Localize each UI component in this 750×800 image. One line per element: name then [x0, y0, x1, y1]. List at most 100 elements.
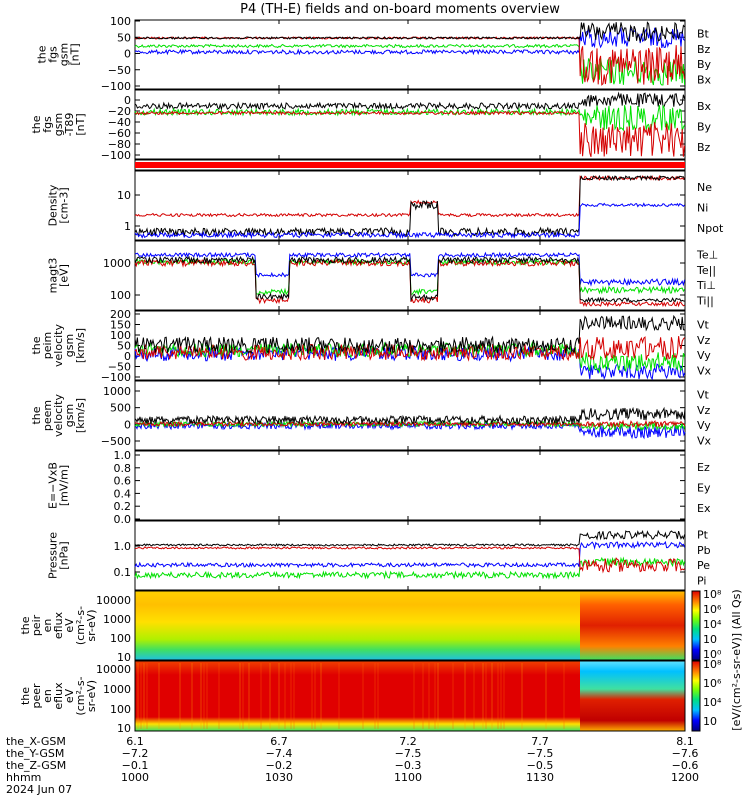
panel-efield: E=−VxB[mV/m]1.00.80.60.40.20.0EzEyEx	[47, 449, 711, 526]
legend-entry: Ex	[697, 502, 711, 515]
colorbar-title: [eV/(cm²-s-sr-eV)] (All Qs)	[730, 589, 743, 730]
ytick-label: −100	[101, 371, 131, 384]
series-ni	[135, 176, 685, 236]
legend-entry: Ni	[697, 202, 708, 215]
series-by	[135, 45, 685, 86]
footer-row-label: 2024 Jun 07	[6, 783, 72, 796]
series-ne	[135, 176, 685, 216]
ytick-label: 50	[117, 31, 131, 44]
mode-bar	[135, 162, 685, 168]
colorbar-tick: 10⁶	[703, 677, 722, 690]
footer-value: 1200	[671, 771, 699, 784]
panel-frame	[135, 451, 685, 520]
ytick-label: 0.4	[114, 487, 132, 500]
ion-spectrogram-pre	[135, 591, 580, 660]
footer-value: 1000	[121, 771, 149, 784]
legend-entry: Ne	[697, 181, 712, 194]
panels-group: thefgsgsm[nT]100500−50−100BtBzByBxthefgs…	[19, 15, 724, 735]
colorbar-tick: 10⁲	[703, 715, 717, 728]
ytick-label: 0.2	[114, 500, 132, 513]
legend-entry: Bz	[697, 43, 711, 56]
ytick-label: 10	[117, 722, 131, 735]
ytick-label: 1.0	[114, 449, 132, 462]
legend-entry: Ti||	[696, 294, 714, 307]
legend-entry: Vt	[697, 389, 710, 402]
ytick-label: −50	[108, 64, 131, 77]
series-bx-dc	[135, 93, 685, 109]
colorbar-tick: 10⁸	[703, 588, 722, 601]
ytick-label: 100	[110, 15, 131, 28]
legend-entry: Te⊥	[696, 249, 718, 262]
ytick-label: −100	[101, 149, 131, 162]
plot-title: P4 (TH-E) fields and on-board moments ov…	[240, 2, 560, 17]
ytick-label: 0.1	[114, 566, 132, 579]
legend-entry: Te||	[696, 264, 716, 277]
ytick-label: 0.8	[114, 462, 132, 475]
legend-entry: Bt	[697, 28, 710, 41]
series-by-dc	[135, 105, 685, 131]
series-bt	[135, 22, 685, 41]
legend-entry: Npot	[697, 222, 724, 235]
legend-entry: Pb	[697, 544, 711, 557]
panel-frame	[135, 20, 685, 89]
ylabel-line: [nT]	[69, 43, 82, 65]
legend-entry: Bx	[697, 73, 712, 86]
legend-entry: Ti⊥	[696, 279, 716, 292]
legend-entry: Vy	[697, 419, 711, 432]
ylabel-line: [mV/m]	[58, 465, 71, 506]
ytick-label: 100	[110, 289, 131, 302]
ylabel-line: [nPa]	[58, 541, 71, 569]
legend-entry: Vz	[697, 334, 711, 347]
legend-entry: Pt	[697, 529, 709, 542]
colorbar-electron	[692, 661, 700, 731]
ytick-label: −100	[101, 80, 131, 93]
legend-entry: Vz	[697, 404, 711, 417]
electron-spectrogram-pre	[135, 661, 580, 731]
legend-entry: By	[697, 121, 712, 134]
ylabel-line: [km/s]	[74, 328, 87, 363]
ylabel-line: [eV]	[58, 264, 71, 287]
ytick-label: 1000	[103, 613, 131, 626]
panel-frame	[135, 90, 685, 159]
ytick-label: 10000	[96, 594, 131, 607]
series-pi	[135, 542, 685, 567]
legend-entry: Vy	[697, 349, 711, 362]
colorbar-ion	[692, 591, 700, 660]
series-bx	[135, 28, 685, 54]
ytick-label: 1000	[103, 385, 131, 398]
ytick-label: −500	[101, 435, 131, 448]
footer-value: 1100	[394, 771, 422, 784]
ytick-label: 10000	[96, 663, 131, 676]
ytick-label: 0	[124, 418, 131, 431]
colorbar-tick: 10⁲	[703, 633, 717, 646]
legend-entry: Pe	[697, 559, 710, 572]
ytick-label: 500	[110, 402, 131, 415]
ion-spectrogram-post	[580, 591, 685, 660]
ylabel-line: sr-eV)	[85, 680, 98, 712]
footer-axis-labels: the_X-GSMthe_Y-GSMthe_Z-GSMhhmm2024 Jun …	[6, 735, 699, 796]
ylabel-line: [cm-3]	[58, 187, 71, 223]
legend-entry: By	[697, 58, 712, 71]
panel-density: Density[cm-3] 10 1 Ne Ni Npot	[47, 171, 724, 240]
ytick-label: 1000	[103, 257, 131, 270]
legend-entry: Bx	[697, 100, 712, 113]
legend-entry: Bz	[697, 141, 711, 154]
legend-entry: Ez	[697, 461, 710, 474]
footer-value: 1030	[265, 771, 293, 784]
ytick-label: 10	[117, 189, 131, 202]
legend-entry: Ey	[697, 482, 711, 495]
legend-entry: Vx	[697, 364, 712, 377]
ytick-label: 1.0	[114, 540, 132, 553]
ylabel-line: [km/s]	[74, 398, 87, 433]
ytick-label: 1	[124, 220, 131, 233]
footer-value: 1130	[526, 771, 554, 784]
legend-entry: Vt	[697, 319, 710, 332]
colorbar-tick: 10⁸	[703, 658, 722, 671]
colorbar-tick: 10⁶	[703, 603, 722, 616]
ytick-label: 0.0	[114, 513, 132, 526]
colorbars-group: 10⁸10⁶10⁴10⁲10⁰10⁸10⁶10⁴10⁲ [eV/(cm²-s-sr…	[692, 588, 743, 731]
ytick-label: 0	[124, 48, 131, 61]
colorbar-tick: 10⁴	[703, 618, 722, 631]
